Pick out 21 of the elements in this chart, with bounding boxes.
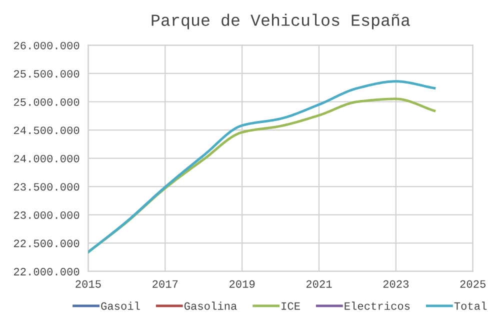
y-tick-label: 23.500.000 <box>14 183 80 191</box>
chart-title: Parque de Vehiculos España <box>152 14 410 30</box>
x-tick-label: 2025 <box>460 280 486 288</box>
x-tick-label: 2023 <box>383 280 409 288</box>
legend-label: Electricos <box>344 302 410 310</box>
legend-label: Gasolina <box>184 302 237 310</box>
x-tick-label: 2021 <box>306 280 332 288</box>
x-tick-label: 2017 <box>152 280 178 288</box>
y-tick-label: 24.500.000 <box>14 126 80 134</box>
y-tick-label: 22.500.000 <box>14 240 80 248</box>
x-tick-label: 2019 <box>230 280 255 288</box>
y-tick-label: 25.500.000 <box>14 70 80 78</box>
y-tick-label: 24.000.000 <box>14 154 80 162</box>
y-tick-label: 23.000.000 <box>14 211 80 219</box>
legend-label: Total <box>454 302 487 310</box>
y-tick-label: 26.000.000 <box>14 42 80 50</box>
x-tick-label: 2015 <box>76 280 101 288</box>
legend-label: Gasoil <box>101 302 140 310</box>
y-tick-label: 22.000.000 <box>14 268 80 276</box>
legend-label: ICE <box>282 302 300 310</box>
y-tick-label: 25.000.000 <box>14 98 80 106</box>
